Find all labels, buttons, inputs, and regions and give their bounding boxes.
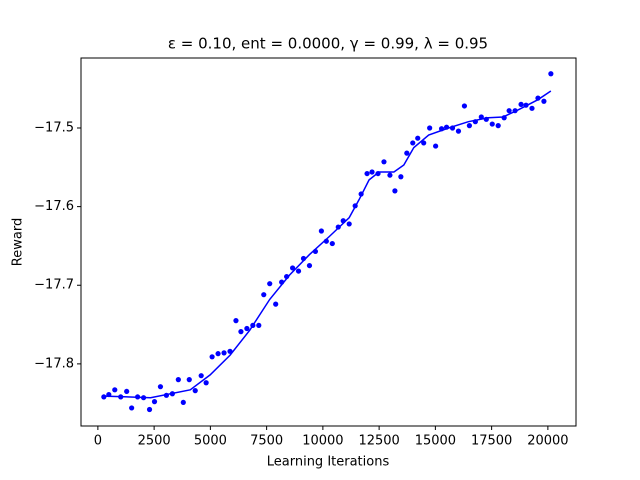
- data-point: [151, 399, 158, 405]
- plot-frame: [80, 57, 577, 427]
- x-tick-label: 7500: [250, 434, 283, 449]
- data-point: [112, 387, 118, 393]
- data-point: [157, 384, 164, 390]
- data-point: [238, 329, 244, 335]
- x-tick-label: 20000: [527, 434, 568, 449]
- data-point: [289, 265, 296, 271]
- data-point: [421, 140, 427, 146]
- data-point: [329, 240, 335, 247]
- data-point: [129, 405, 135, 411]
- x-tick-label: 0: [94, 434, 102, 449]
- data-point: [256, 322, 262, 328]
- data-point: [529, 105, 535, 111]
- data-point: [506, 108, 512, 114]
- data-point: [221, 350, 227, 356]
- y-tick-label: −17.7: [34, 278, 74, 293]
- data-point: [215, 351, 221, 357]
- data-point: [192, 388, 198, 394]
- data-point: [198, 373, 204, 379]
- data-point: [455, 128, 462, 134]
- y-tick-label: −17.6: [34, 199, 74, 214]
- y-tick-label: −17.8: [34, 356, 74, 371]
- data-point: [318, 228, 324, 234]
- data-point: [124, 388, 130, 395]
- x-tick-label: 2500: [138, 434, 171, 449]
- data-point: [381, 159, 387, 165]
- data-point: [548, 71, 554, 77]
- data-point: [261, 292, 267, 298]
- y-axis-label: Reward: [11, 218, 26, 266]
- data-point: [404, 150, 410, 156]
- x-tick-label: 15000: [415, 434, 456, 449]
- data-point: [518, 101, 524, 107]
- x-tick-label: 12500: [358, 434, 399, 449]
- data-point: [295, 268, 302, 274]
- data-point: [433, 143, 439, 149]
- data-point: [346, 221, 352, 227]
- data-point: [410, 140, 416, 146]
- data-point: [306, 262, 313, 269]
- data-point: [495, 123, 501, 129]
- data-point: [186, 377, 192, 383]
- data-point: [146, 406, 153, 413]
- x-tick-label: 10000: [302, 434, 343, 449]
- data-point: [387, 172, 393, 178]
- data-point: [489, 121, 495, 127]
- data-point: [466, 123, 472, 129]
- data-point: [369, 169, 375, 175]
- data-point: [180, 399, 186, 406]
- data-point: [175, 377, 181, 383]
- chart-title: ε = 0.10, ent = 0.0000, γ = 0.99, λ = 0.…: [168, 35, 488, 53]
- data-point: [203, 380, 209, 386]
- y-tick-label: −17.5: [34, 120, 74, 135]
- data-point: [233, 318, 239, 324]
- data-point: [461, 103, 468, 109]
- data-point: [398, 174, 404, 180]
- data-point: [541, 98, 547, 104]
- data-point: [427, 125, 433, 131]
- x-tick-label: 17500: [471, 434, 512, 449]
- data-point: [364, 170, 370, 177]
- smoothed-line: [103, 90, 552, 399]
- data-point: [415, 135, 421, 141]
- data-point: [267, 281, 273, 287]
- data-point: [392, 188, 398, 194]
- data-point: [244, 325, 250, 332]
- x-tick-label: 5000: [194, 434, 227, 449]
- data-point: [273, 301, 279, 307]
- data-point: [209, 354, 215, 360]
- x-axis-label: Learning Iterations: [267, 455, 390, 470]
